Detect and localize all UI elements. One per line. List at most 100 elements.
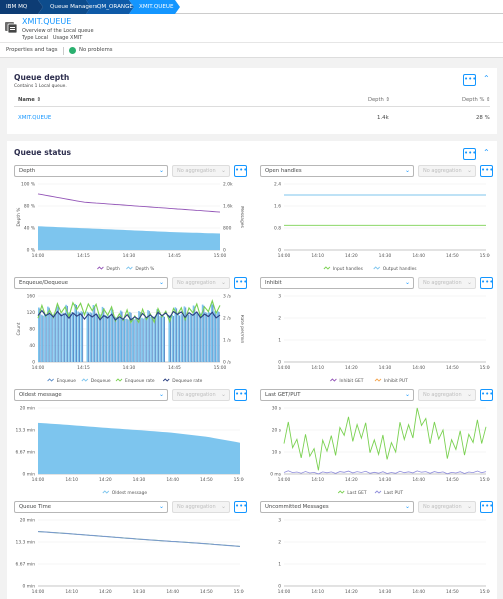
chart-more-button[interactable]: ••• xyxy=(480,165,493,177)
bar-dequeue[interactable] xyxy=(210,303,213,362)
bar-dequeue[interactable] xyxy=(192,305,195,363)
bar-dequeue[interactable] xyxy=(65,304,67,362)
bar-enqueue[interactable] xyxy=(218,312,220,362)
bar-enqueue[interactable] xyxy=(136,319,138,362)
bar-enqueue[interactable] xyxy=(115,317,117,362)
metric-select-inhibit[interactable]: Inhibit ⌄ xyxy=(260,277,414,289)
bar-dequeue[interactable] xyxy=(177,314,180,363)
bar-enqueue[interactable] xyxy=(45,315,47,362)
bar-dequeue[interactable] xyxy=(95,313,98,362)
breadcrumb-item-ibm-mq[interactable]: IBM MQ xyxy=(6,4,28,10)
bar-enqueue[interactable] xyxy=(57,306,59,362)
bar-dequeue[interactable] xyxy=(159,316,161,362)
legend-item[interactable]: Inhibit PUT xyxy=(374,378,408,384)
bar-dequeue[interactable] xyxy=(113,316,116,363)
bar-dequeue[interactable] xyxy=(101,306,104,362)
bar-enqueue[interactable] xyxy=(197,313,199,362)
bar-enqueue[interactable] xyxy=(142,318,144,362)
bar-dequeue[interactable] xyxy=(135,318,137,362)
bar-enqueue[interactable] xyxy=(63,313,65,362)
chart-more-button[interactable]: ••• xyxy=(234,277,247,289)
bar-enqueue[interactable] xyxy=(121,311,123,362)
bar-dequeue[interactable] xyxy=(207,311,210,362)
metric-select-depth[interactable]: Depth ⌄ xyxy=(14,165,168,177)
breadcrumb-item-queue-managers[interactable]: Queue Managers xyxy=(50,4,98,10)
bar-enqueue[interactable] xyxy=(66,305,68,362)
bar-enqueue[interactable] xyxy=(97,314,99,362)
bar-dequeue[interactable] xyxy=(183,306,186,362)
collapse-chevron-icon[interactable]: ⌃ xyxy=(483,74,490,83)
bar-dequeue[interactable] xyxy=(53,313,55,362)
bar-dequeue[interactable] xyxy=(119,310,122,363)
bar-enqueue[interactable] xyxy=(212,304,214,362)
bar-enqueue[interactable] xyxy=(209,312,211,362)
bar-dequeue[interactable] xyxy=(129,311,131,362)
bar-enqueue[interactable] xyxy=(170,316,171,362)
bar-dequeue[interactable] xyxy=(71,312,73,362)
metric-select-oldest-message[interactable]: Oldest message ⌄ xyxy=(14,389,168,401)
metric-select-enqueue-dequeue[interactable]: Enqueue/Dequeue ⌄ xyxy=(14,277,168,289)
bar-enqueue[interactable] xyxy=(154,317,156,363)
chart-more-button[interactable]: ••• xyxy=(234,501,247,513)
bar-enqueue[interactable] xyxy=(194,306,196,362)
bar-enqueue[interactable] xyxy=(127,319,129,363)
bar-enqueue[interactable] xyxy=(148,311,150,362)
table-row-name-link[interactable]: XMIT.QUEUE xyxy=(18,115,52,121)
chart-more-button[interactable]: ••• xyxy=(234,389,247,401)
bar-enqueue[interactable] xyxy=(91,313,93,362)
bar-dequeue[interactable] xyxy=(98,313,101,362)
bar-dequeue[interactable] xyxy=(126,318,128,362)
column-header-depth-pct[interactable]: Depth % ⇕ xyxy=(462,97,491,103)
bar-enqueue[interactable] xyxy=(51,314,53,362)
bar-enqueue[interactable] xyxy=(200,313,202,362)
bar-enqueue[interactable] xyxy=(73,313,74,362)
bar-dequeue[interactable] xyxy=(189,313,192,362)
bar-dequeue[interactable] xyxy=(92,305,95,362)
bar-dequeue[interactable] xyxy=(104,314,107,362)
bar-dequeue[interactable] xyxy=(107,315,110,362)
bar-dequeue[interactable] xyxy=(138,311,140,362)
bar-enqueue[interactable] xyxy=(130,312,132,362)
bar-enqueue[interactable] xyxy=(76,305,77,362)
legend-item[interactable]: Depth % xyxy=(126,266,154,272)
bar-enqueue[interactable] xyxy=(109,316,111,362)
bar-dequeue[interactable] xyxy=(59,313,61,362)
bar-enqueue[interactable] xyxy=(88,312,90,362)
series-line-long[interactable] xyxy=(37,531,241,547)
bar-dequeue[interactable] xyxy=(201,304,204,362)
chart-more-button[interactable]: ••• xyxy=(234,165,247,177)
bar-enqueue[interactable] xyxy=(206,313,208,362)
series-line-dequeue-rate[interactable] xyxy=(37,309,221,321)
bar-enqueue[interactable] xyxy=(160,317,162,362)
collapse-chevron-icon[interactable]: ⌃ xyxy=(483,148,490,157)
column-header-depth[interactable]: Depth ⇕ xyxy=(368,97,390,103)
chart-more-button[interactable]: ••• xyxy=(480,277,493,289)
bar-enqueue[interactable] xyxy=(48,307,50,362)
bar-dequeue[interactable] xyxy=(204,312,207,362)
breadcrumb-item-queue-manager[interactable]: QM_ORANGE xyxy=(97,4,133,10)
column-header-name[interactable]: Name ⇕ xyxy=(18,97,41,103)
bar-dequeue[interactable] xyxy=(132,318,134,363)
bar-enqueue[interactable] xyxy=(94,306,96,362)
bar-dequeue[interactable] xyxy=(171,315,174,362)
bar-enqueue[interactable] xyxy=(39,308,41,362)
bar-enqueue[interactable] xyxy=(103,308,105,362)
legend-item[interactable]: Inhibit GET xyxy=(330,378,364,384)
legend-item[interactable]: Enqueue xyxy=(47,378,77,384)
bar-dequeue[interactable] xyxy=(56,305,58,362)
bar-enqueue[interactable] xyxy=(176,308,178,362)
series-line-enqueue-rate[interactable] xyxy=(37,299,221,324)
bar-enqueue[interactable] xyxy=(106,315,108,362)
bar-enqueue[interactable] xyxy=(157,310,159,362)
metric-select-queue-time[interactable]: Queue Time ⌄ xyxy=(14,501,168,513)
bar-enqueue[interactable] xyxy=(133,319,135,362)
legend-item[interactable]: Dequeue xyxy=(81,378,111,384)
bar-dequeue[interactable] xyxy=(174,307,177,362)
bar-dequeue[interactable] xyxy=(62,312,64,362)
bar-dequeue[interactable] xyxy=(180,314,183,362)
bar-dequeue[interactable] xyxy=(50,313,52,362)
bar-enqueue[interactable] xyxy=(100,314,102,362)
bar-enqueue[interactable] xyxy=(145,318,147,362)
bar-dequeue[interactable] xyxy=(74,303,76,362)
series-line-last-get[interactable] xyxy=(283,407,487,471)
